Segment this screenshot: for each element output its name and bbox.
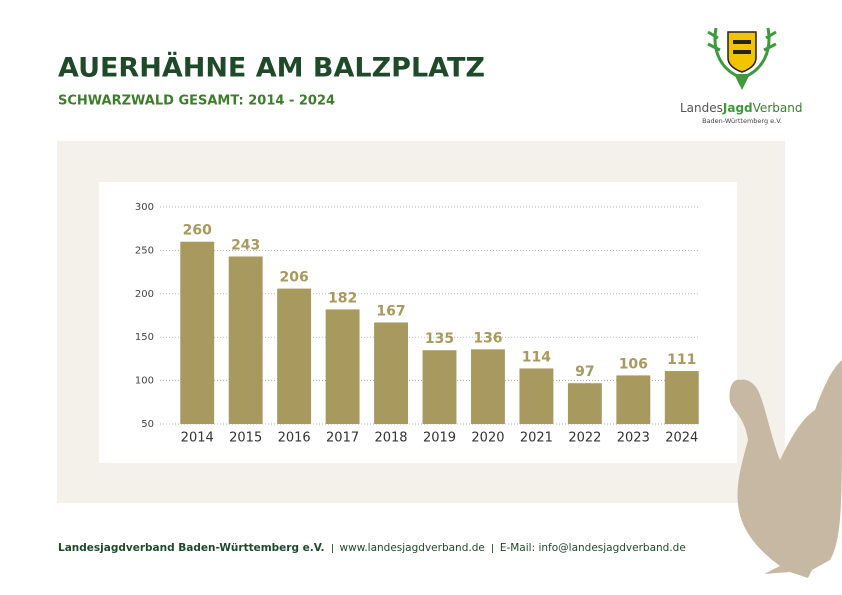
x-tick-label: 2017	[326, 431, 359, 446]
x-tick-label: 2020	[471, 431, 504, 446]
data-label: 260	[183, 223, 212, 239]
x-tick-label: 2024	[665, 431, 698, 446]
x-tick-label: 2014	[181, 431, 214, 446]
x-tick-label: 2016	[278, 431, 311, 446]
bird-silhouette	[729, 360, 842, 578]
footer-web: www.landesjagdverband.de	[339, 542, 485, 554]
data-label: 114	[522, 349, 551, 365]
y-tick-label: 250	[135, 245, 154, 256]
logo-text: Landes	[680, 101, 723, 115]
separator	[331, 543, 333, 553]
bar	[664, 371, 699, 424]
y-tick-label: 300	[135, 202, 154, 213]
bar	[470, 349, 505, 424]
footer: Landesjagdverband Baden-Württemberg e.V.…	[58, 542, 686, 554]
logo-text: Verband	[753, 101, 803, 115]
data-label: 206	[280, 270, 309, 286]
data-label: 167	[376, 303, 405, 319]
svg-text:LandesJagdVerband: LandesJagdVerband	[680, 101, 802, 115]
chart-title: AUERHÄHNE AM BALZPLATZ	[58, 52, 485, 84]
logo-text: Jagd	[722, 101, 753, 115]
bar	[180, 241, 215, 424]
footer-org: Landesjagdverband Baden-Württemberg e.V.	[58, 542, 325, 554]
data-label: 243	[231, 237, 260, 253]
bar	[567, 383, 602, 424]
y-tick-label: 150	[135, 332, 154, 343]
bar	[616, 375, 651, 424]
x-tick-label: 2023	[617, 431, 650, 446]
data-label: 182	[328, 290, 357, 306]
bar	[277, 288, 312, 424]
x-tick-label: 2021	[520, 431, 553, 446]
data-label: 97	[575, 364, 594, 380]
data-label: 136	[473, 330, 502, 346]
separator	[491, 543, 493, 553]
data-label: 106	[619, 356, 648, 372]
x-tick-label: 2018	[374, 431, 407, 446]
chart-subtitle: SCHWARZWALD GESAMT: 2014 - 2024	[58, 94, 335, 109]
x-tick-label: 2019	[423, 431, 456, 446]
logo-region: Baden-Württemberg e.V.	[702, 117, 782, 125]
y-tick-label: 50	[141, 419, 154, 430]
bar	[325, 309, 360, 424]
data-label: 135	[425, 331, 454, 347]
footer-mail: E-Mail: info@landesjagdverband.de	[499, 542, 686, 554]
x-tick-label: 2015	[229, 431, 262, 446]
data-label: 111	[667, 352, 696, 368]
bar	[228, 256, 263, 424]
bar	[519, 368, 554, 424]
bar	[422, 350, 457, 424]
y-tick-label: 200	[135, 289, 154, 300]
bar	[374, 322, 409, 424]
logo: LandesJagdVerband Baden-Württemberg e.V.	[680, 27, 802, 125]
y-tick-label: 100	[135, 376, 154, 387]
x-tick-label: 2022	[568, 431, 601, 446]
